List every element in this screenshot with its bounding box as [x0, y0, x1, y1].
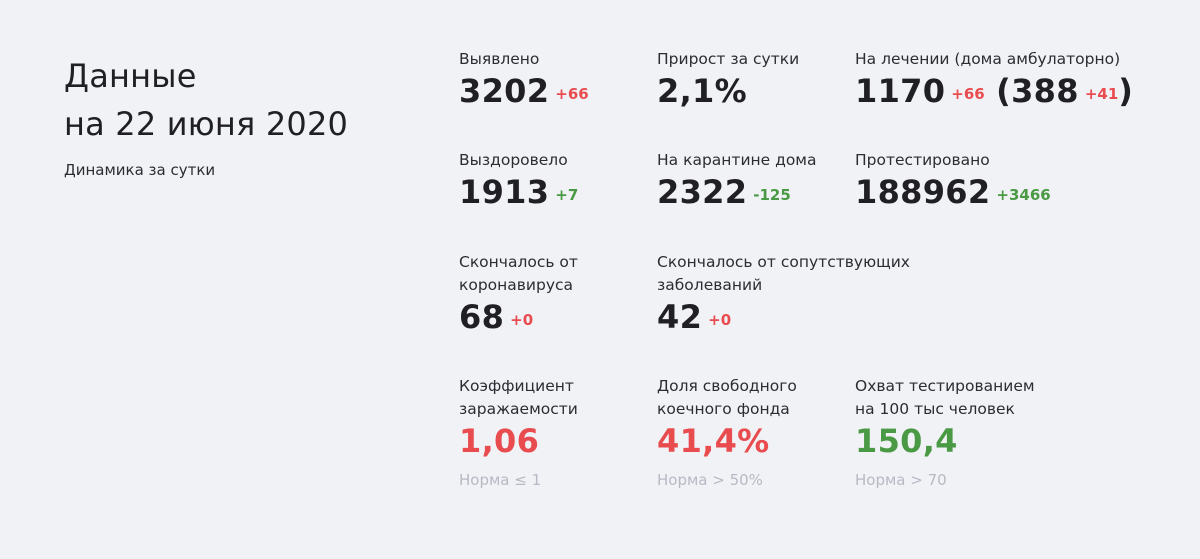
stat-delta: +3466 — [996, 186, 1051, 204]
stat-label: На карантине дома — [657, 151, 817, 169]
stat-label-line1: Коэффициент — [459, 377, 574, 395]
stat-label-line2: заболеваний — [657, 276, 763, 294]
stat-delta: +0 — [510, 311, 534, 329]
stat-detected: Выявлено 3202 +66 — [459, 48, 589, 114]
page-subtitle: Динамика за сутки — [64, 161, 216, 179]
stat-delta: +7 — [555, 186, 579, 204]
stat-value: 1170 +66 (388 +41) — [855, 71, 1133, 114]
stat-infection-rate: Коэффициент заражаемости 1,06 Норма ≤ 1 — [459, 375, 578, 489]
stat-number: 2322 — [657, 173, 748, 211]
page-title-line1: Данные — [64, 57, 197, 95]
stat-label-line1: Скончалось от — [459, 253, 578, 271]
stat-quarantine: На карантине дома 2322 -125 — [657, 149, 817, 215]
stat-number: 68 — [459, 298, 505, 336]
stat-label-line1: Скончалось от сопутствующих — [657, 253, 910, 271]
stat-tested: Протестировано 188962 +3466 — [855, 149, 1051, 215]
stat-value: 68 +0 — [459, 297, 578, 340]
stat-died-other: Скончалось от сопутствующих заболеваний … — [657, 251, 910, 340]
stat-recovered: Выздоровело 1913 +7 — [459, 149, 578, 215]
stat-value: 1913 +7 — [459, 172, 578, 215]
stat-free-beds: Доля свободного коечного фонда 41,4% Нор… — [657, 375, 797, 489]
page-title-date: на 22 июня 2020 — [64, 105, 349, 143]
stat-norm: Норма > 70 — [855, 471, 947, 489]
close-bracket: ) — [1118, 72, 1134, 110]
stat-delta: +0 — [708, 311, 732, 329]
stat-label: Выздоровело — [459, 151, 568, 169]
stat-label-line2: коечного фонда — [657, 400, 790, 418]
stat-number: 1913 — [459, 173, 550, 211]
stat-number: 188962 — [855, 173, 991, 211]
stat-label-line2: заражаемости — [459, 400, 578, 418]
page-title: Данные на 22 июня 2020 — [64, 52, 348, 148]
stat-norm: Норма ≤ 1 — [459, 471, 542, 489]
stat-number: 42 — [657, 298, 703, 336]
stat-value: 42 +0 — [657, 297, 910, 340]
stat-value: 2,1% — [657, 72, 747, 110]
stat-number: 3202 — [459, 72, 550, 110]
stat-delta: +66 — [951, 85, 985, 103]
stat-number: 1170 — [855, 72, 946, 110]
stat-label-line1: Доля свободного — [657, 377, 797, 395]
stat-home-number: 388 — [1011, 72, 1079, 110]
stat-delta: +66 — [555, 85, 589, 103]
stat-value: 3202 +66 — [459, 71, 589, 114]
stat-norm: Норма > 50% — [657, 471, 763, 489]
stat-label-line1: Охват тестированием — [855, 377, 1035, 395]
open-bracket: ( — [996, 72, 1012, 110]
stat-value: 2322 -125 — [657, 172, 817, 215]
stat-home-delta: +41 — [1084, 85, 1119, 103]
stat-label: Прирост за сутки — [657, 50, 800, 68]
stat-label: Протестировано — [855, 151, 990, 169]
stat-delta: -125 — [753, 186, 791, 204]
stat-label-line2: коронавируса — [459, 276, 574, 294]
stat-label-line2: на 100 тыс человек — [855, 400, 1015, 418]
stat-treatment: На лечении (дома амбулаторно) 1170 +66 (3… — [855, 48, 1133, 114]
stat-value: 188962 +3466 — [855, 172, 1051, 215]
stat-growth: Прирост за сутки 2,1% — [657, 48, 799, 111]
stat-label: На лечении (дома амбулаторно) — [855, 50, 1121, 68]
stat-testing-coverage: Охват тестированием на 100 тыс человек 1… — [855, 375, 1035, 489]
stat-died-covid: Скончалось от коронавируса 68 +0 — [459, 251, 578, 340]
stat-value: 1,06 — [459, 422, 540, 460]
stat-label: Выявлено — [459, 50, 540, 68]
stat-value: 41,4% — [657, 422, 770, 460]
stat-value: 150,4 — [855, 422, 958, 460]
